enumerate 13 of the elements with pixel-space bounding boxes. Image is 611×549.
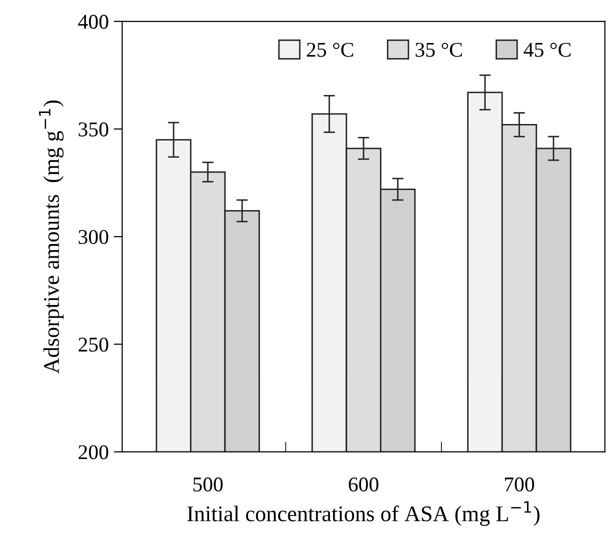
- y-tick-label: 400: [78, 14, 108, 29]
- y-tick-label: 200: [78, 445, 108, 460]
- legend-label: 35 °C: [416, 42, 462, 57]
- y-tick-label: 250: [78, 338, 108, 352]
- legend-label: 45 °C: [524, 42, 571, 57]
- y-tick-label: 300: [78, 230, 108, 244]
- legend-label: 25 °C: [306, 42, 354, 57]
- x-tick-label: 600: [348, 477, 378, 492]
- y-tick-label: 350: [78, 122, 108, 136]
- x-tick-label: 700: [505, 477, 534, 492]
- x-tick-label: 500: [193, 477, 223, 492]
- x-axis-title: Initial concentrations of ASA (mg L$^{−1}$): [187, 501, 540, 526]
- y-axis-title: Adsorptive amounts (mg g$^{−1}$): [38, 100, 64, 374]
